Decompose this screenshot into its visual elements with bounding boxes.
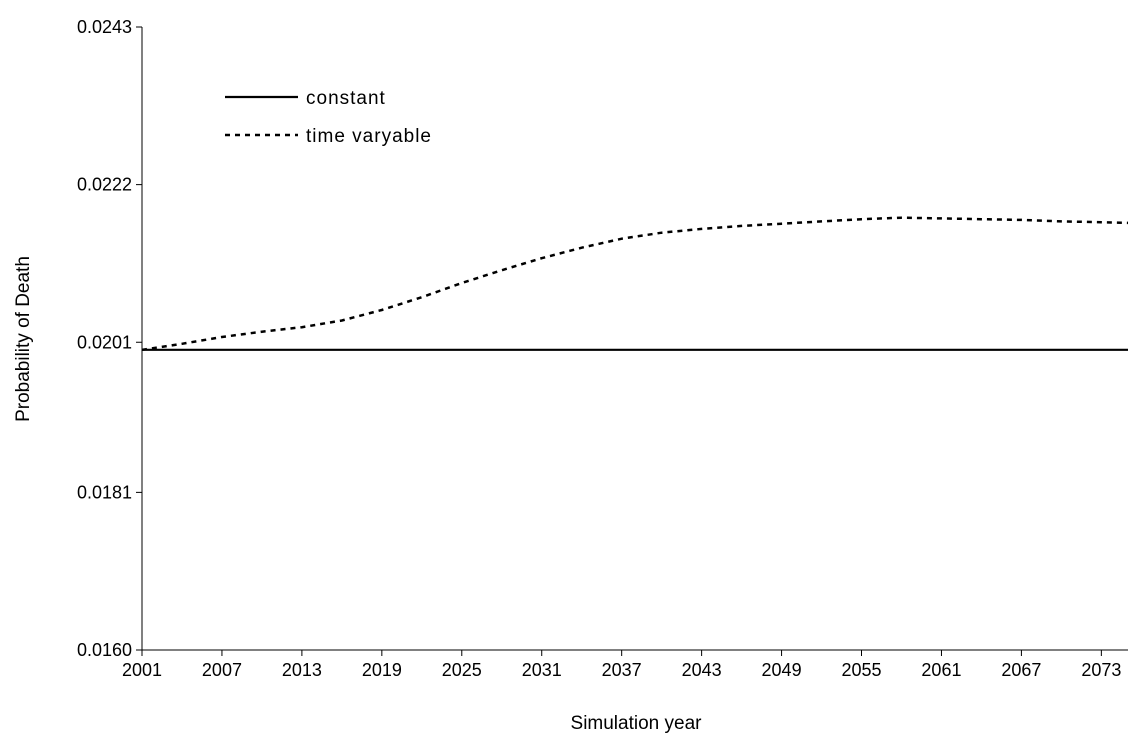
x-tick-label: 2055 [841, 660, 881, 680]
series-line-time-varyable [141, 216, 1129, 352]
x-tick-label: 2043 [682, 660, 722, 680]
x-tick-label: 2013 [282, 660, 322, 680]
x-tick-label: 2067 [1001, 660, 1041, 680]
x-tick-label: 2025 [442, 660, 482, 680]
x-tick-label: 2031 [522, 660, 562, 680]
y-axis-title: Probability of Death [13, 256, 34, 422]
y-tick-label: 0.0201 [77, 332, 132, 352]
y-tick-label: 0.0181 [77, 482, 132, 502]
x-axis-title: Simulation year [571, 713, 703, 734]
legend-label: constant [306, 88, 386, 109]
legend-label: time varyable [306, 126, 432, 147]
axes: 0.0160 0.0181 0.0201 0.0222 0.0243 2001 2007 20… [77, 17, 1128, 680]
series-group [141, 216, 1129, 352]
x-tick-label: 2073 [1081, 660, 1121, 680]
legend: constant time varyable [225, 88, 432, 147]
y-tick-label: 0.0243 [77, 17, 132, 37]
x-tick-label: 2001 [122, 660, 162, 680]
x-tick-label: 2019 [362, 660, 402, 680]
y-tick-label: 0.0222 [77, 175, 132, 195]
x-tick-label: 2061 [921, 660, 961, 680]
y-tick-label: 0.0160 [77, 640, 132, 660]
x-tick-label: 2037 [602, 660, 642, 680]
x-tick-label: 2007 [202, 660, 242, 680]
x-tick-label: 2049 [762, 660, 802, 680]
